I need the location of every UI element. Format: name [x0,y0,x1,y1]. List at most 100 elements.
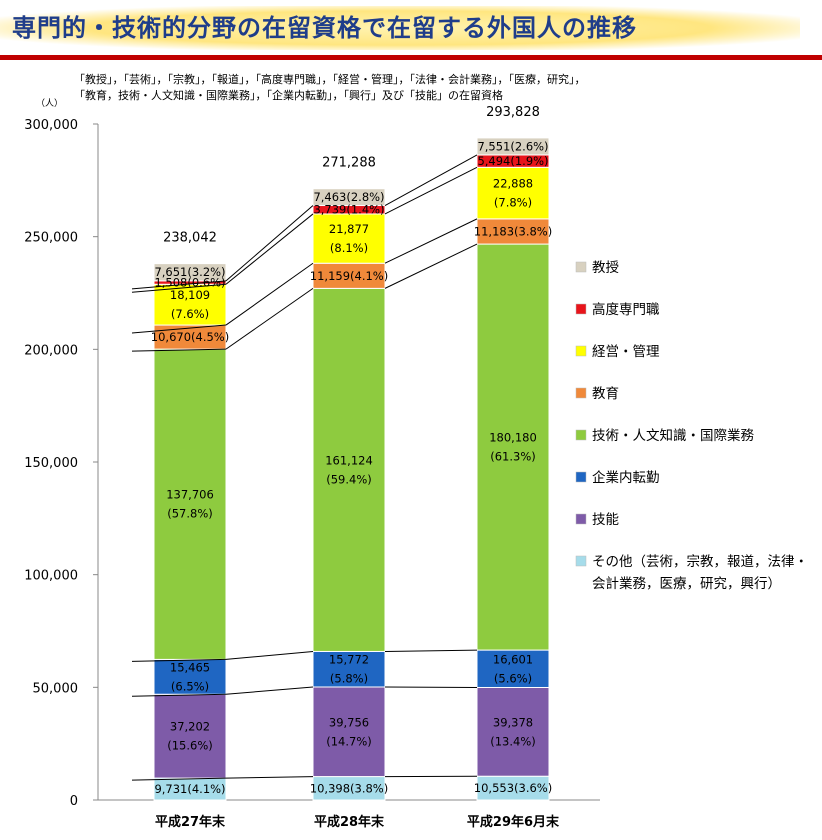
chart-subtitle: 「教授」，「芸術」，「宗教」，「報道」，「高度専門職」，「経営・管理」，「法律・… [74,72,586,104]
data-label: 15,772 [329,653,369,667]
legend-label: 教育 [592,386,619,402]
legend-swatch [575,387,587,399]
data-label: 3,739(1.4%) [313,203,384,217]
data-label: 180,180 [489,431,537,445]
y-tick-label: 200,000 [24,343,78,358]
connector-line [384,243,478,289]
y-tick-label: 150,000 [24,456,78,471]
legend-label: 技能 [592,512,619,528]
legend-label: 会計業務，医療，研究，興行） [592,575,781,592]
bar-segment [312,213,386,264]
connector-line [131,348,227,352]
data-label: 37,202 [170,720,210,734]
data-label: (61.3%) [490,450,536,464]
legend-label: 高度専門職 [592,301,660,318]
data-label: (5.8%) [330,672,368,686]
connector-line [131,324,227,334]
data-label: 7,463(2.8%) [313,190,384,204]
data-label: 11,159(4.1%) [310,269,388,283]
data-label: (59.4%) [326,472,372,486]
legend-swatch [575,513,587,525]
connector-line [131,280,227,290]
data-label: (13.4%) [490,734,536,748]
data-label: 10,553(3.6%) [474,781,552,795]
bar-segment [476,686,550,777]
data-label: 22,888 [493,177,533,191]
bar-segment [153,658,227,695]
y-axis-unit: （人） [36,99,64,109]
y-tick-label: 50,000 [33,681,79,696]
legend-swatch [575,261,587,273]
title-highlight [0,6,800,50]
legend-swatch [575,471,587,483]
bar-segment [312,650,386,688]
connector-line [225,213,314,285]
legend-swatch [575,345,587,357]
y-tick-label: 250,000 [24,231,78,246]
legend-swatch [575,555,587,567]
legend-label: 企業内転勤 [592,469,660,486]
data-label: 15,465 [170,660,210,674]
legend-label: 教授 [592,260,619,276]
data-label: 9,731(4.1%) [154,782,225,796]
data-label: (7.8%) [494,196,532,210]
connector-line [384,154,478,206]
connector-line [225,650,314,660]
bar-segment [312,188,386,207]
y-tick-label: 100,000 [24,569,78,584]
connector-line [131,283,227,293]
data-label: (15.6%) [167,739,213,753]
connector-line [225,776,314,779]
title-bar: 専門的・技術的分野の在留資格で在留する外国人の推移 [0,0,822,62]
data-label: 21,877 [329,222,369,236]
connector-line [225,262,314,326]
legend-swatch [575,303,587,315]
data-label: 137,706 [166,488,214,502]
x-category-label: 平成27年末 [155,814,226,830]
connector-line [384,649,478,652]
subtitle-line-2: 「教育，技術・人文知識・国際業務」，「企業内転勤」，「興行」及び「技能」の在留資… [74,89,503,102]
connector-line [225,205,314,282]
x-category-label: 平成29年6月末 [467,814,560,830]
chart-title: 専門的・技術的分野の在留資格で在留する外国人の推移 [12,14,637,42]
connector-line [131,777,227,781]
connector-line [384,218,478,264]
bar-segment [153,263,227,282]
bar-segment [476,137,550,156]
total-label: 271,288 [322,156,376,171]
legend-label: その他（芸術，宗教，報道，法律・ [592,554,808,570]
data-label: 39,756 [329,715,369,729]
connector-line [131,658,227,662]
connector-line [384,686,478,688]
data-label: 7,651(3.2%) [154,265,225,279]
data-label: 11,183(3.8%) [474,224,552,238]
bar-segment [312,287,386,652]
data-label: 10,398(3.8%) [310,781,388,795]
bar-segment [476,649,550,688]
total-label: 238,042 [163,231,217,246]
data-label: 161,124 [325,453,373,467]
data-label: (57.8%) [167,507,213,521]
connector-line [225,686,314,695]
data-label: 5,494(1.9%) [477,154,548,168]
bar-segment [153,348,227,660]
connector-line [384,166,478,215]
connector-line [225,287,314,350]
subtitle-line-1: 「教授」，「芸術」，「宗教」，「報道」，「高度専門職」，「経営・管理」，「法律・… [74,73,586,86]
data-label: 16,601 [493,652,533,666]
data-label: 39,378 [493,715,533,729]
bar-segment [153,693,227,779]
legend-label: 経営・管理 [592,344,660,360]
bar-segment [476,243,550,651]
connector-line [131,693,227,697]
bar-segment [312,262,386,289]
bar-segment [153,283,227,326]
data-label: (5.6%) [494,671,532,685]
bar-segment [476,166,550,220]
bar-segment [312,686,386,778]
data-label: 18,109 [170,288,210,302]
title-underline [0,55,822,60]
y-tick-label: 0 [70,794,78,809]
data-label: (6.5%) [171,679,209,693]
